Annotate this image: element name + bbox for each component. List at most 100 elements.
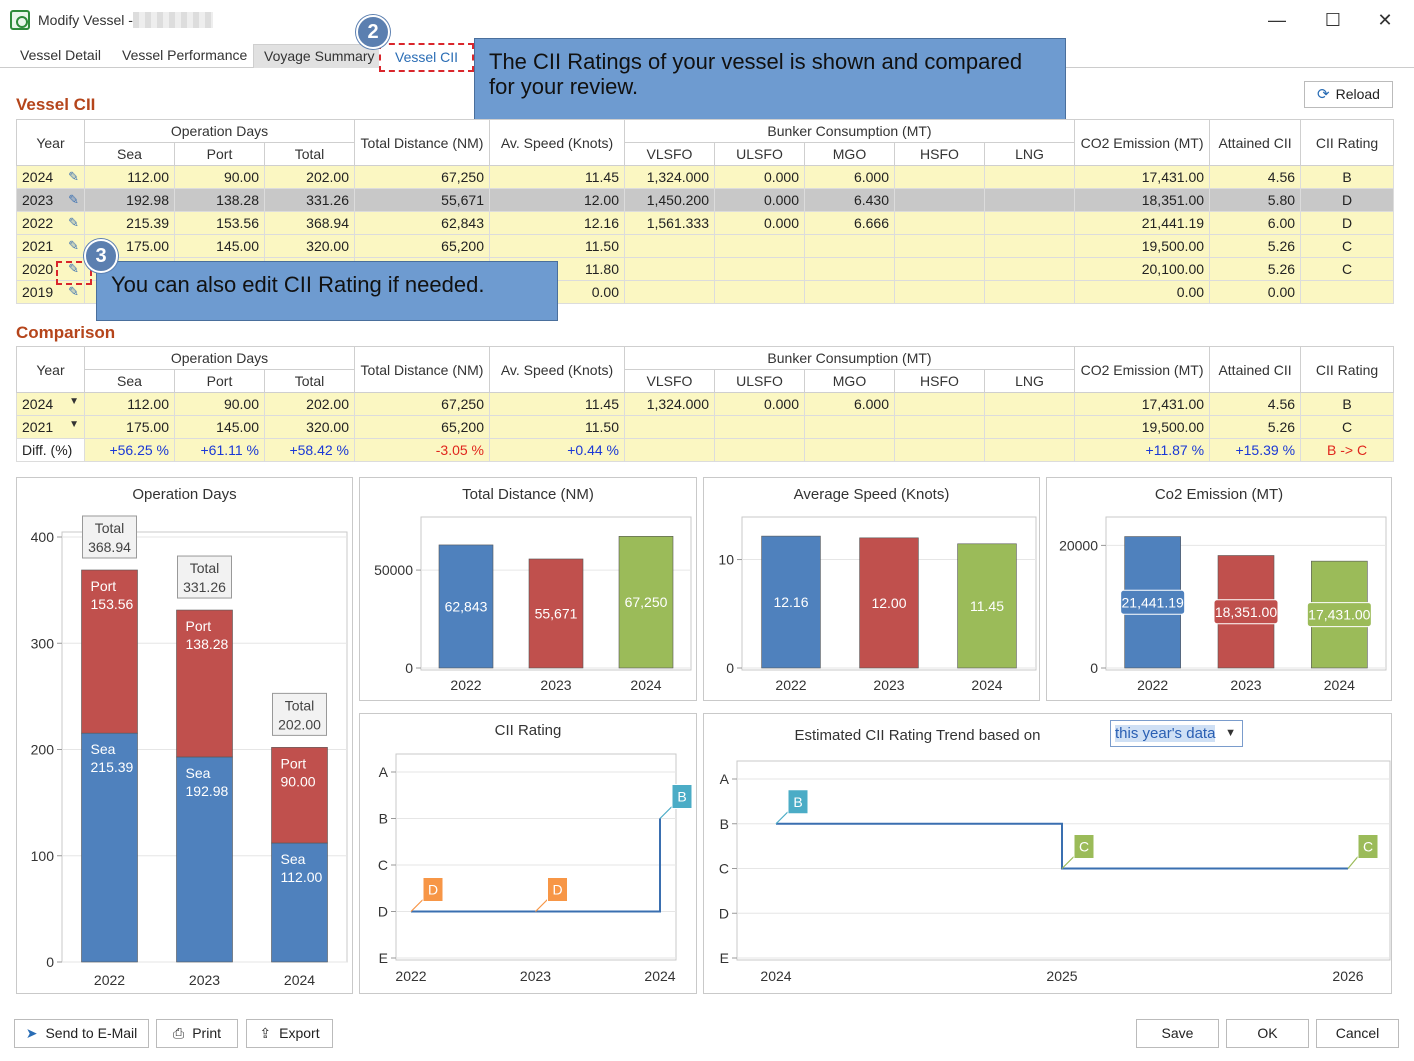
chevron-down-icon[interactable]: ▼	[69, 419, 79, 430]
col-co2-emission[interactable]: CO2 Emission (MT)	[1074, 119, 1211, 166]
col-sea[interactable]: Sea	[84, 142, 175, 166]
rating-label: B	[793, 794, 802, 810]
year-cell[interactable]: 2019 ✎	[16, 280, 85, 304]
col-cii-rating[interactable]: CII Rating	[1300, 119, 1395, 166]
marker-leader	[1061, 856, 1075, 869]
cell-ulsfo: 0.000	[714, 188, 805, 212]
cell-mgo	[804, 280, 895, 304]
cell-rating[interactable]	[1300, 280, 1395, 304]
print-label: Print	[192, 1025, 221, 1041]
cell-rating[interactable]: D	[1300, 211, 1395, 235]
cell-rating[interactable]: C	[1300, 257, 1395, 281]
cell-mgo	[804, 257, 895, 281]
x-tick-label: 2024	[1324, 677, 1355, 693]
table-row[interactable]: 2024 ▼ 112.00 90.00 202.00 67,250 11.45 1,324.0…	[16, 392, 1395, 416]
cell-vlsfo: 1,324.000	[624, 165, 715, 189]
y-tick-label: C	[378, 857, 388, 873]
data-label-box	[1213, 599, 1279, 625]
col-co2-emission: CO2 Emission (MT)	[1074, 346, 1211, 393]
x-tick-label: 2022	[1137, 677, 1168, 693]
data-label: 17,431.00	[1308, 607, 1370, 623]
y-tick-label: E	[379, 950, 388, 966]
table-row[interactable]: 2024 ✎ 112.00 90.00 202.00 67,250 11.45 1,324.0…	[16, 165, 1395, 189]
year-cell[interactable]: 2021 ▼	[16, 415, 85, 439]
cancel-button[interactable]: Cancel	[1316, 1019, 1399, 1048]
pencil-icon[interactable]: ✎	[68, 238, 79, 253]
tab-vessel-performance[interactable]: Vessel Performance	[122, 47, 248, 63]
tab-vessel-cii[interactable]: Vessel CII	[379, 43, 475, 72]
cell-speed: 11.50	[489, 234, 625, 258]
table-row[interactable]: 2023 ✎ 192.98 138.28 331.26 55,671 12.00 1,450.…	[16, 188, 1395, 212]
col-av-speed[interactable]: Av. Speed (Knots)	[489, 119, 625, 166]
cell-lng	[983, 415, 1076, 439]
minimize-button[interactable]: —	[1268, 10, 1286, 30]
pencil-icon[interactable]: ✎	[68, 192, 79, 207]
pencil-icon[interactable]: ✎	[68, 261, 79, 276]
cell-lng	[983, 234, 1076, 258]
cell-co2: 18,351.00	[1074, 188, 1211, 212]
chevron-down-icon[interactable]: ▼	[69, 396, 79, 407]
table-row[interactable]: 2021 ▼ 175.00 145.00 320.00 65,200 11.50 19,500…	[16, 415, 1395, 439]
col-mgo[interactable]: MGO	[804, 142, 895, 166]
table-row[interactable]: 2021 ✎ 175.00 145.00 320.00 65,200 11.50 19,500…	[16, 234, 1395, 258]
cii-rating-chart: A B C D E D 2022 D 2023 B 2024	[378, 753, 693, 984]
cell-hsfo	[894, 415, 985, 439]
cell-speed: 12.00	[489, 188, 625, 212]
diff-mgo	[804, 438, 895, 462]
year-value: 2023	[22, 192, 54, 208]
series-label: Port	[91, 578, 117, 594]
col-total[interactable]: Total	[264, 142, 355, 166]
rating-marker	[787, 789, 809, 815]
pencil-icon[interactable]: ✎	[68, 284, 79, 299]
col-vlsfo[interactable]: VLSFO	[624, 142, 715, 166]
y-tick-label: B	[379, 811, 388, 827]
bar	[528, 558, 584, 669]
year-value: 2021	[22, 419, 54, 435]
table-row[interactable]: 2022 ✎ 215.39 153.56 368.94 62,843 12.16 1,561.…	[16, 211, 1395, 235]
cell-rating[interactable]: C	[1300, 234, 1395, 258]
cell-attained: 4.56	[1209, 392, 1302, 416]
cell-vlsfo: 1,324.000	[624, 392, 715, 416]
print-button[interactable]: ⎙ Print	[156, 1019, 238, 1048]
col-operation-days: Operation Days	[84, 119, 355, 143]
year-cell[interactable]: 2022 ✎	[16, 211, 85, 235]
ok-button[interactable]: OK	[1226, 1019, 1309, 1048]
bar-segment	[81, 569, 138, 734]
year-cell[interactable]: 2023 ✎	[16, 188, 85, 212]
plot-area	[395, 753, 677, 961]
col-ulsfo[interactable]: ULSFO	[714, 142, 805, 166]
col-total-distance[interactable]: Total Distance (NM)	[354, 119, 490, 166]
save-button[interactable]: Save	[1136, 1019, 1219, 1048]
y-tick-label: E	[720, 950, 729, 966]
data-label: 90.00	[281, 773, 316, 789]
col-attained-cii: Attained CII	[1209, 346, 1302, 393]
pencil-icon[interactable]: ✎	[68, 169, 79, 184]
col-attained-cii[interactable]: Attained CII	[1209, 119, 1302, 166]
cell-mgo: 6.000	[804, 165, 895, 189]
tab-vessel-detail[interactable]: Vessel Detail	[20, 47, 101, 63]
diff-hsfo	[894, 438, 985, 462]
maximize-button[interactable]: ☐	[1324, 10, 1342, 30]
close-button[interactable]: ✕	[1377, 10, 1393, 30]
tab-voyage-summary[interactable]: Voyage Summary	[253, 44, 386, 68]
total-label-box	[82, 515, 137, 559]
data-label: 12.00	[871, 595, 906, 611]
send-email-button[interactable]: ➤ Send to E-Mail	[14, 1019, 149, 1048]
export-button[interactable]: ⇪ Export	[246, 1019, 333, 1048]
data-label: 11.45	[970, 598, 1004, 614]
col-port[interactable]: Port	[174, 142, 265, 166]
series-line	[411, 818, 661, 913]
rating-label: C	[1079, 839, 1089, 855]
trend-basis-select[interactable]: this year's data ▼	[1110, 720, 1243, 747]
y-tick-label: 200	[31, 742, 55, 758]
cell-rating[interactable]: D	[1300, 188, 1395, 212]
col-year[interactable]: Year	[16, 119, 85, 166]
col-lng[interactable]: LNG	[983, 142, 1076, 166]
col-hsfo[interactable]: HSFO	[894, 142, 985, 166]
year-cell[interactable]: 2024 ✎	[16, 165, 85, 189]
cell-rating[interactable]: B	[1300, 165, 1395, 189]
year-cell[interactable]: 2024 ▼	[16, 392, 85, 416]
pencil-icon[interactable]: ✎	[68, 215, 79, 230]
reload-button[interactable]: ⟳ Reload	[1304, 81, 1393, 108]
year-cell[interactable]: 2021 ✎	[16, 234, 85, 258]
